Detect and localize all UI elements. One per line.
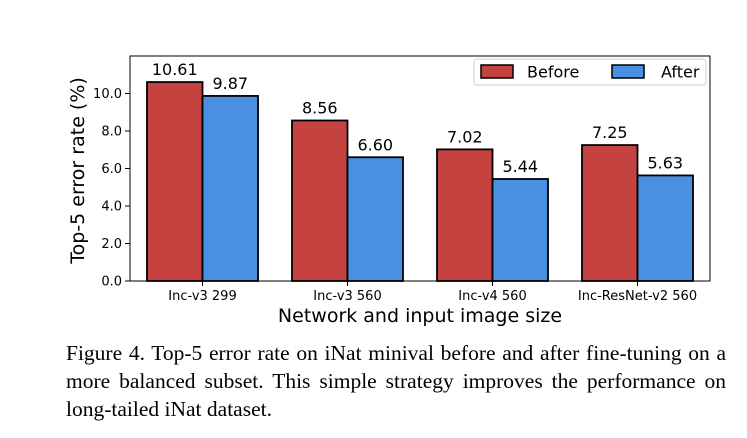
x-axis: Inc-v3 299 Inc-v3 560 Inc-v4 560 Inc-ResNet… [168, 281, 697, 304]
y-tick-label: 10.0 [93, 87, 122, 102]
bar-value-label: 7.02 [447, 127, 483, 146]
bar-value-label: 7.25 [592, 123, 628, 142]
value-labels-group: 10.61 9.87 8.56 6.60 7.02 5.44 7.25 5.63 [152, 60, 683, 176]
bar-value-label: 5.44 [502, 157, 538, 176]
bar-before [436, 148, 494, 282]
bar-value-label: 10.61 [152, 60, 198, 79]
y-tick-label: 0.0 [101, 275, 122, 290]
legend-swatch-before [480, 64, 514, 79]
y-axis-label: Top-5 error rate (%) [67, 77, 89, 265]
legend: Before After [473, 58, 707, 86]
bar-value-label: 5.63 [647, 153, 683, 172]
bar-value-label: 9.87 [212, 74, 248, 93]
figure-caption: Figure 4. Top-5 error rate on iNat miniv… [66, 341, 726, 421]
bar-value-label: 6.60 [357, 135, 393, 154]
y-tick-label: 8.0 [101, 125, 122, 140]
bar-after [491, 178, 549, 282]
x-tick-label: Inc-ResNet-v2 560 [578, 289, 697, 304]
bar-after [201, 95, 259, 282]
x-axis-label: Network and input image size [278, 305, 562, 327]
bar-before [146, 81, 204, 282]
bars-group [146, 81, 694, 282]
bar-chart: 10.61 9.87 8.56 6.60 7.02 5.44 7.25 5.63 0.0 2.0… [67, 55, 711, 327]
bar-before [291, 119, 349, 282]
legend-box [473, 58, 707, 86]
bar-after [346, 156, 404, 282]
y-tick-label: 2.0 [101, 237, 122, 252]
x-tick-label: Inc-v4 560 [458, 289, 526, 304]
bar-before [581, 144, 639, 282]
legend-label-before: Before [527, 63, 579, 82]
y-tick-label: 4.0 [101, 200, 122, 215]
bar-after [636, 174, 694, 282]
bar-value-label: 8.56 [302, 99, 338, 118]
x-tick-label: Inc-v3 560 [313, 289, 381, 304]
y-axis: 0.0 2.0 4.0 6.0 8.0 10.0 [93, 87, 130, 290]
legend-swatch-after [611, 64, 645, 79]
y-tick-label: 6.0 [101, 162, 122, 177]
x-tick-label: Inc-v3 299 [168, 289, 236, 304]
legend-label-after: After [661, 63, 700, 82]
